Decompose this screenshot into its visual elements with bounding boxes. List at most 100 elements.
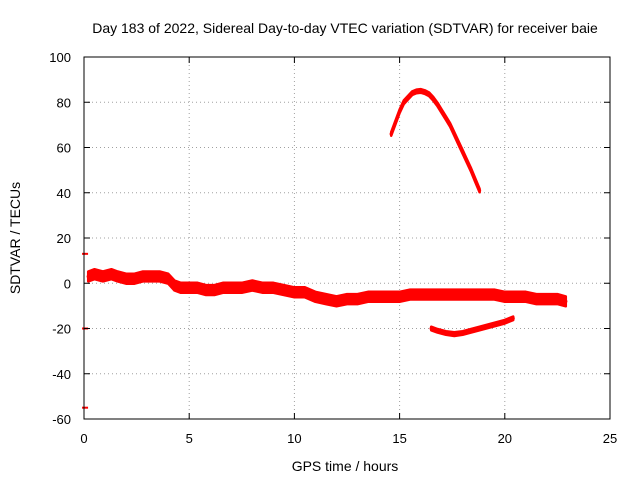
x-tick-label: 0 bbox=[80, 431, 87, 446]
data-point bbox=[444, 331, 448, 335]
series-layer bbox=[82, 87, 568, 409]
data-point bbox=[292, 290, 296, 294]
data-point bbox=[398, 109, 402, 113]
data-point bbox=[204, 288, 208, 292]
data-point bbox=[324, 297, 328, 301]
data-point bbox=[240, 286, 244, 290]
data-point bbox=[303, 290, 307, 294]
data-point bbox=[86, 274, 90, 279]
y-tick-label: 100 bbox=[49, 50, 71, 65]
x-tick-label: 15 bbox=[392, 431, 406, 446]
series-band bbox=[429, 315, 515, 338]
series-arc-track bbox=[389, 87, 482, 194]
data-point bbox=[149, 274, 153, 279]
data-point bbox=[473, 178, 477, 182]
chart-title: Day 183 of 2022, Sidereal Day-to-day VTE… bbox=[92, 20, 598, 36]
data-point bbox=[503, 295, 507, 299]
data-point bbox=[101, 274, 105, 279]
series-band bbox=[389, 87, 481, 194]
data-point bbox=[132, 277, 137, 281]
data-point bbox=[471, 292, 475, 297]
data-point bbox=[313, 295, 318, 299]
data-point bbox=[435, 329, 440, 333]
data-point bbox=[250, 283, 254, 288]
data-point bbox=[158, 274, 162, 279]
y-tick-label: -20 bbox=[52, 322, 71, 337]
data-point bbox=[345, 297, 349, 301]
x-tick-label: 5 bbox=[186, 431, 193, 446]
data-point bbox=[492, 292, 496, 297]
data-point bbox=[452, 132, 456, 136]
data-point bbox=[429, 292, 433, 297]
data-point bbox=[187, 286, 191, 290]
data-point bbox=[477, 326, 482, 331]
data-point bbox=[366, 295, 370, 299]
data-point bbox=[435, 102, 440, 107]
data-point bbox=[444, 116, 448, 120]
data-point bbox=[334, 299, 339, 303]
data-point bbox=[427, 92, 431, 96]
data-point bbox=[429, 326, 433, 331]
data-point bbox=[141, 274, 145, 279]
data-point bbox=[423, 90, 427, 94]
y-tick-label: 40 bbox=[57, 186, 71, 201]
data-point bbox=[116, 274, 120, 279]
grid bbox=[84, 57, 610, 419]
data-point bbox=[261, 286, 265, 290]
data-point bbox=[282, 288, 286, 292]
data-point bbox=[450, 292, 454, 297]
data-point bbox=[486, 324, 490, 328]
y-tick-label: 60 bbox=[57, 141, 71, 156]
data-point bbox=[440, 292, 444, 297]
x-tick-label: 20 bbox=[498, 431, 512, 446]
data-point bbox=[376, 295, 381, 299]
data-point bbox=[448, 123, 452, 127]
y-axis-label: SDTVAR / TECUs bbox=[7, 182, 23, 294]
plot-frame bbox=[83, 56, 611, 420]
data-point bbox=[355, 297, 360, 301]
data-point bbox=[440, 109, 444, 113]
data-point bbox=[92, 272, 97, 276]
data-point bbox=[503, 320, 507, 324]
data-point bbox=[109, 272, 113, 276]
data-point bbox=[465, 159, 469, 163]
data-point bbox=[398, 295, 402, 299]
data-point bbox=[524, 295, 528, 299]
x-axis: 0 5 10 15 20 25 bbox=[80, 57, 617, 446]
data-point bbox=[511, 316, 515, 320]
y-tick-label: -40 bbox=[52, 367, 71, 382]
data-point bbox=[387, 295, 391, 299]
data-point bbox=[461, 150, 465, 154]
data-point bbox=[469, 329, 473, 333]
x-tick-label: 25 bbox=[603, 431, 617, 446]
y-axis: -60 -40 -20 0 20 40 60 80 100 bbox=[49, 50, 610, 427]
data-point bbox=[419, 89, 423, 93]
data-point bbox=[229, 286, 233, 290]
data-point bbox=[564, 299, 568, 303]
data-point bbox=[494, 322, 498, 326]
data-point bbox=[513, 295, 517, 299]
data-point bbox=[555, 297, 560, 301]
data-point bbox=[389, 132, 393, 136]
y-tick-label: 20 bbox=[57, 231, 71, 246]
x-tick-label: 10 bbox=[287, 431, 301, 446]
data-point bbox=[124, 277, 128, 281]
data-point bbox=[431, 97, 435, 101]
data-point bbox=[172, 283, 177, 288]
y-tick-label: 80 bbox=[57, 95, 71, 110]
data-point bbox=[221, 286, 225, 290]
series-lower-track bbox=[429, 315, 515, 338]
y-tick-label: 0 bbox=[64, 276, 71, 291]
data-point bbox=[419, 292, 423, 297]
data-point bbox=[456, 141, 461, 145]
data-point bbox=[212, 288, 217, 292]
data-point bbox=[477, 188, 482, 193]
y-tick-label: -60 bbox=[52, 412, 71, 427]
data-point bbox=[393, 121, 397, 125]
data-point bbox=[410, 91, 414, 95]
data-point bbox=[166, 277, 170, 281]
series-band bbox=[86, 267, 568, 308]
data-point bbox=[545, 297, 549, 301]
data-point bbox=[406, 96, 410, 100]
